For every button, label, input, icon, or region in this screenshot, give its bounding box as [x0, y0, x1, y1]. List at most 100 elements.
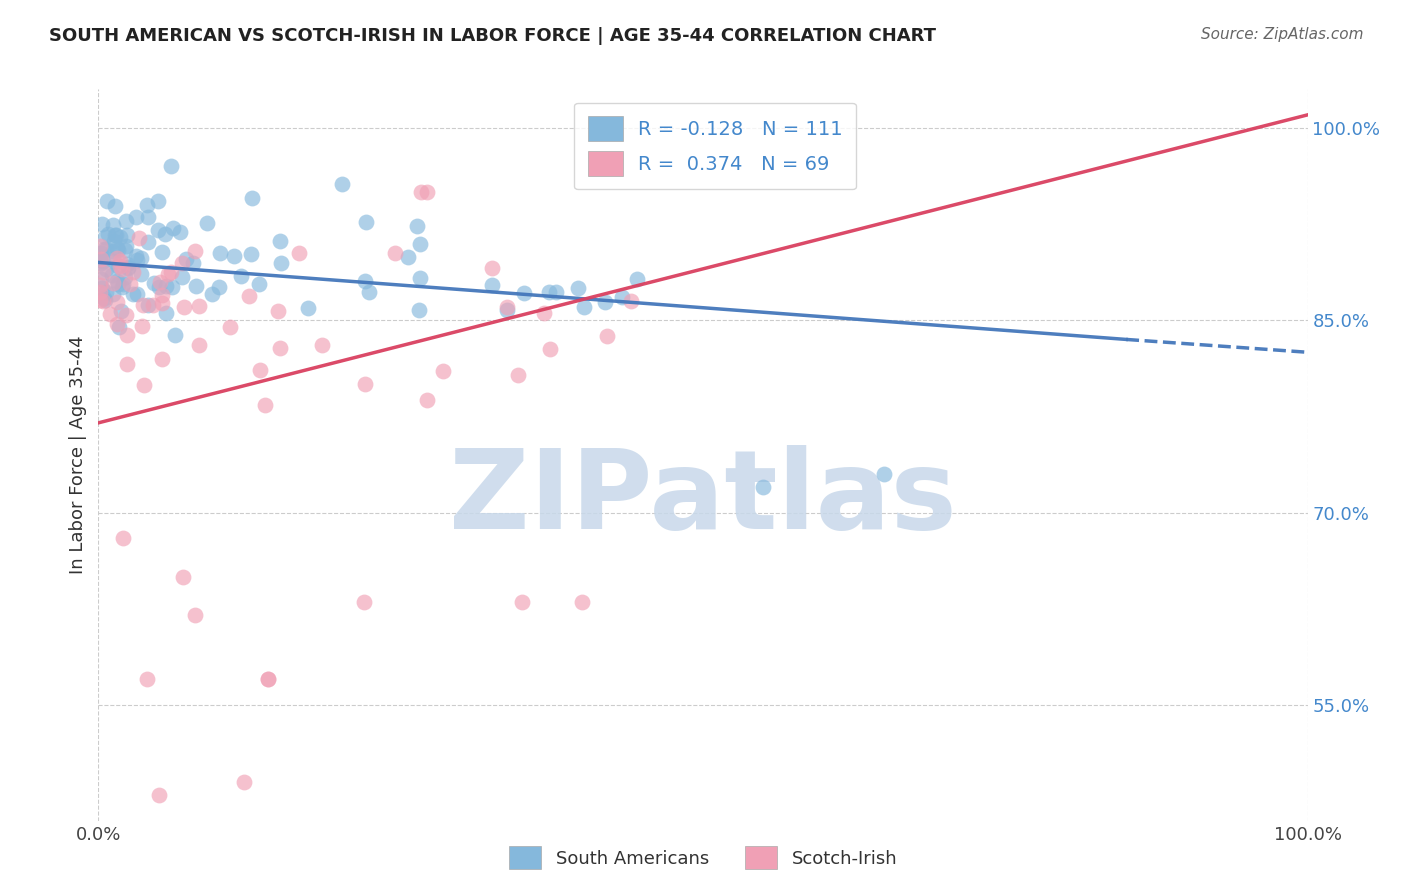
Point — [131, 318, 153, 333]
Point — [157, 267, 180, 281]
Legend: South Americans, Scotch-Irish: South Americans, Scotch-Irish — [499, 838, 907, 879]
Point — [409, 236, 432, 251]
Point — [101, 276, 124, 290]
Point — [201, 287, 224, 301]
Point — [89, 239, 111, 253]
Legend: R = -0.128   N = 111, R =  0.374   N = 69: R = -0.128 N = 111, R = 0.374 N = 69 — [574, 103, 856, 189]
Point — [111, 280, 134, 294]
Point — [125, 286, 148, 301]
Point — [138, 235, 160, 249]
Point — [134, 378, 156, 392]
Point — [105, 317, 128, 331]
Point — [567, 280, 589, 294]
Point — [97, 227, 120, 242]
Point — [100, 268, 122, 282]
Point — [115, 214, 138, 228]
Y-axis label: In Labor Force | Age 35-44: In Labor Force | Age 35-44 — [69, 335, 87, 574]
Point — [131, 251, 153, 265]
Point — [247, 277, 270, 291]
Point — [105, 275, 128, 289]
Point — [752, 480, 775, 494]
Point — [538, 342, 561, 356]
Point — [626, 272, 648, 286]
Point — [173, 300, 195, 314]
Point — [136, 298, 159, 312]
Point — [270, 256, 292, 270]
Point — [108, 253, 131, 268]
Point — [148, 788, 170, 802]
Point — [150, 296, 173, 310]
Point — [612, 290, 634, 304]
Point — [481, 278, 503, 293]
Point — [94, 285, 117, 299]
Point — [117, 261, 139, 276]
Point — [103, 234, 125, 248]
Point — [595, 294, 617, 309]
Point — [112, 277, 135, 292]
Point — [89, 252, 111, 267]
Point — [136, 210, 159, 224]
Point — [108, 319, 131, 334]
Point — [311, 338, 333, 352]
Point — [209, 246, 232, 260]
Point — [91, 293, 114, 308]
Point — [103, 254, 125, 268]
Point — [121, 287, 143, 301]
Point — [267, 304, 290, 318]
Point — [135, 673, 157, 687]
Point — [353, 376, 375, 391]
Point — [91, 265, 114, 279]
Point — [120, 277, 142, 292]
Point — [409, 271, 432, 285]
Point — [98, 307, 121, 321]
Point — [239, 247, 262, 261]
Point — [125, 253, 148, 268]
Point — [110, 229, 132, 244]
Point — [172, 256, 194, 270]
Point — [90, 246, 112, 260]
Point — [416, 392, 439, 407]
Point — [90, 217, 112, 231]
Point — [406, 219, 429, 233]
Text: ZIPatlas: ZIPatlas — [449, 445, 957, 552]
Point — [181, 256, 204, 270]
Point — [408, 302, 430, 317]
Point — [169, 225, 191, 239]
Point — [110, 260, 132, 274]
Point — [496, 300, 519, 314]
Point — [229, 269, 252, 284]
Point — [107, 259, 129, 273]
Point — [105, 294, 128, 309]
Point — [96, 261, 118, 276]
Point — [152, 288, 174, 302]
Point — [142, 298, 165, 312]
Point — [544, 285, 567, 300]
Point — [89, 277, 111, 292]
Point — [269, 341, 291, 355]
Point — [104, 199, 127, 213]
Point — [155, 306, 177, 320]
Point — [162, 221, 184, 235]
Point — [415, 185, 437, 199]
Point — [91, 254, 114, 268]
Point — [101, 244, 124, 258]
Point — [513, 286, 536, 301]
Text: Source: ZipAtlas.com: Source: ZipAtlas.com — [1201, 27, 1364, 42]
Point — [219, 319, 242, 334]
Point — [184, 608, 207, 623]
Point — [117, 260, 139, 274]
Point — [111, 532, 134, 546]
Point — [146, 223, 169, 237]
Point — [506, 368, 529, 382]
Point — [195, 216, 218, 230]
Point — [115, 227, 138, 242]
Point — [125, 249, 148, 263]
Point — [596, 329, 619, 343]
Point — [238, 288, 260, 302]
Point — [114, 270, 136, 285]
Point — [94, 230, 117, 244]
Point — [107, 244, 129, 258]
Point — [115, 308, 138, 322]
Point — [90, 281, 112, 295]
Point — [354, 215, 377, 229]
